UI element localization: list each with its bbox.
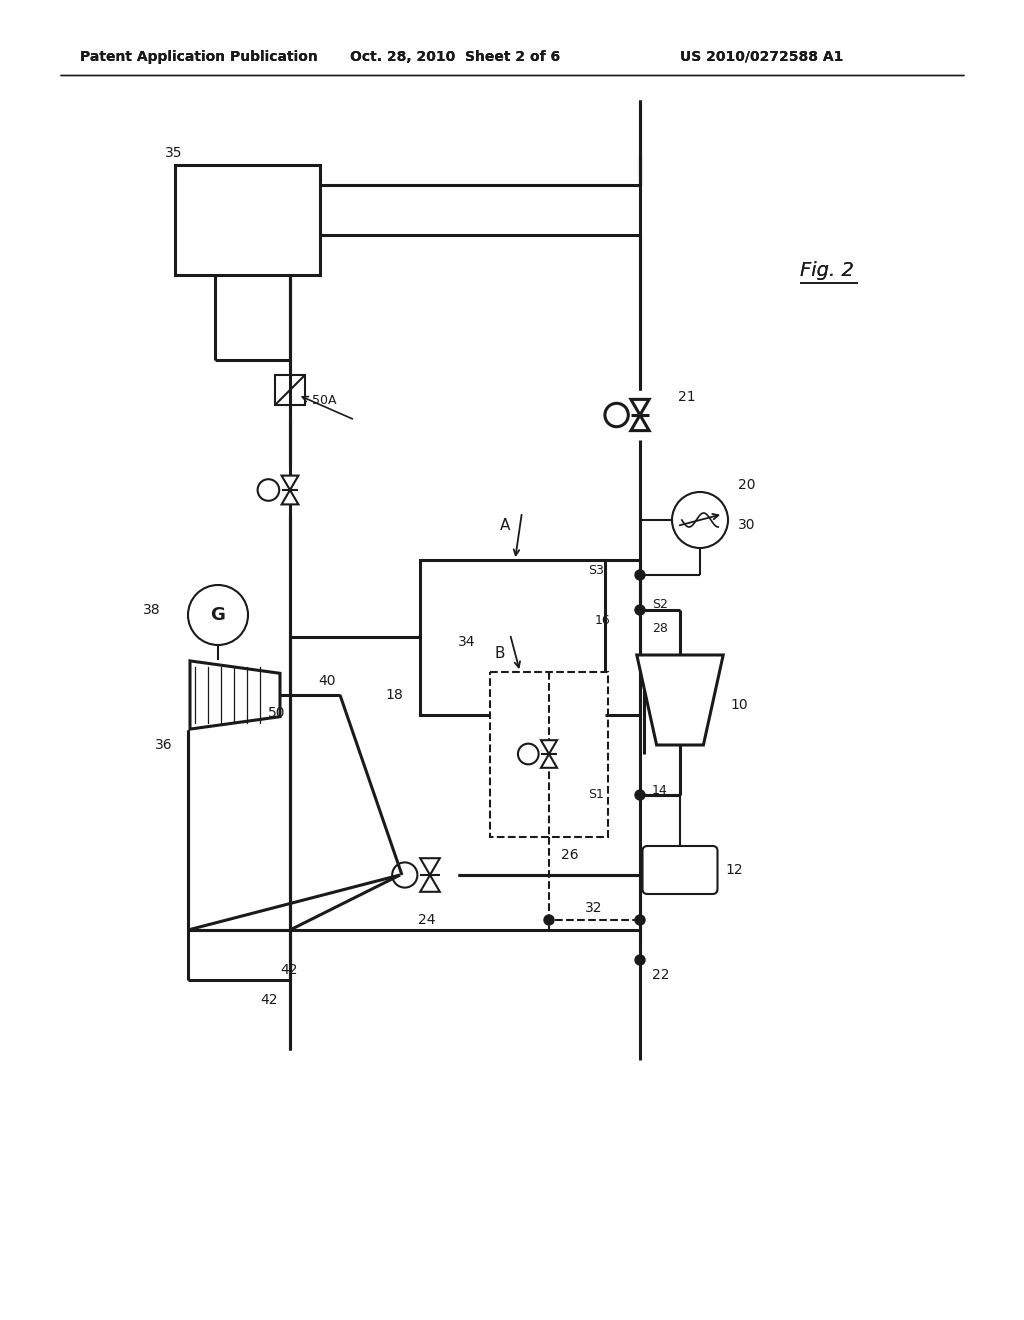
Polygon shape xyxy=(631,414,649,430)
Text: Patent Application Publication: Patent Application Publication xyxy=(80,50,317,63)
Bar xyxy=(420,560,605,715)
Text: 32: 32 xyxy=(585,902,602,915)
Text: Oct. 28, 2010  Sheet 2 of 6: Oct. 28, 2010 Sheet 2 of 6 xyxy=(350,50,560,63)
Text: 22: 22 xyxy=(652,968,670,982)
Bar xyxy=(275,375,305,405)
Text: 35: 35 xyxy=(165,147,182,160)
Text: 10: 10 xyxy=(730,698,748,711)
Polygon shape xyxy=(541,741,557,754)
Polygon shape xyxy=(631,400,649,414)
Text: Fig. 2: Fig. 2 xyxy=(800,260,854,280)
Bar xyxy=(175,165,319,275)
Text: G: G xyxy=(211,606,225,624)
Text: 50A: 50A xyxy=(312,393,337,407)
Polygon shape xyxy=(420,875,439,892)
FancyBboxPatch shape xyxy=(642,846,718,894)
Circle shape xyxy=(544,915,554,925)
Polygon shape xyxy=(190,661,280,729)
Circle shape xyxy=(635,915,645,925)
Text: US 2010/0272588 A1: US 2010/0272588 A1 xyxy=(680,50,844,63)
Text: S2: S2 xyxy=(652,598,668,611)
Polygon shape xyxy=(282,490,298,504)
Polygon shape xyxy=(420,858,439,875)
Text: 18: 18 xyxy=(385,688,402,702)
Polygon shape xyxy=(637,655,723,744)
Text: 36: 36 xyxy=(155,738,173,752)
Text: 12: 12 xyxy=(725,863,742,876)
Text: 24: 24 xyxy=(418,913,435,927)
Text: S3: S3 xyxy=(588,564,604,577)
Text: 34: 34 xyxy=(458,635,475,649)
Bar xyxy=(490,672,608,837)
Circle shape xyxy=(635,605,645,615)
Text: 40: 40 xyxy=(318,675,336,688)
Text: 21: 21 xyxy=(678,389,695,404)
Text: 30: 30 xyxy=(738,517,756,532)
Text: 16: 16 xyxy=(595,614,610,627)
Text: Fig. 2: Fig. 2 xyxy=(800,260,854,280)
Text: 42: 42 xyxy=(280,964,298,977)
Text: 20: 20 xyxy=(738,478,756,492)
Polygon shape xyxy=(541,754,557,768)
Polygon shape xyxy=(282,475,298,490)
Text: 38: 38 xyxy=(143,603,161,616)
Text: B: B xyxy=(495,647,506,661)
Circle shape xyxy=(635,789,645,800)
Text: A: A xyxy=(500,517,510,532)
Text: 28: 28 xyxy=(652,622,668,635)
Text: 14: 14 xyxy=(652,784,668,796)
Text: S1: S1 xyxy=(588,788,604,801)
Text: Patent Application Publication: Patent Application Publication xyxy=(80,50,317,63)
Circle shape xyxy=(635,954,645,965)
Text: 42: 42 xyxy=(260,993,278,1007)
Circle shape xyxy=(635,570,645,579)
Text: US 2010/0272588 A1: US 2010/0272588 A1 xyxy=(680,50,844,63)
Text: Oct. 28, 2010  Sheet 2 of 6: Oct. 28, 2010 Sheet 2 of 6 xyxy=(350,50,560,63)
Text: 26: 26 xyxy=(561,847,579,862)
Text: 50: 50 xyxy=(268,706,286,719)
